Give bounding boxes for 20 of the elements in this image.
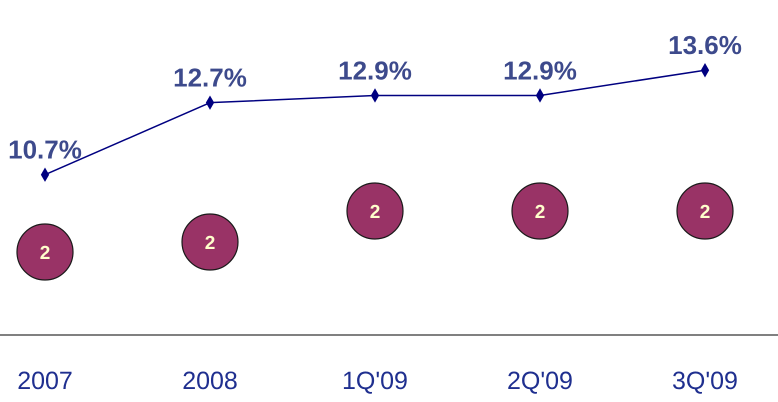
- data-label: 12.9%: [338, 55, 412, 86]
- data-label: 12.7%: [173, 62, 247, 93]
- x-tick-label: 1Q'09: [342, 367, 408, 395]
- data-label: 12.9%: [503, 55, 577, 86]
- x-tick-label: 2008: [182, 367, 238, 395]
- data-label: 10.7%: [8, 134, 82, 165]
- annotation: 2: [534, 202, 546, 223]
- circle-badge: 2: [511, 182, 569, 240]
- circle-badge: 2: [181, 213, 239, 271]
- circle-badge: 2: [16, 223, 74, 281]
- x-tick-label: 3Q'09: [672, 367, 738, 395]
- annotation: 2: [370, 202, 380, 223]
- x-tick-label: 2007: [17, 367, 73, 395]
- data-label: 13.6%: [668, 30, 742, 60]
- circle-badge: 2: [676, 182, 734, 240]
- annotation: 2: [40, 243, 50, 264]
- x-tick-label: 2Q'09: [507, 367, 573, 395]
- annotation: 2: [204, 233, 216, 254]
- annotation: 2: [700, 202, 710, 223]
- circle-badge: 2: [346, 182, 404, 240]
